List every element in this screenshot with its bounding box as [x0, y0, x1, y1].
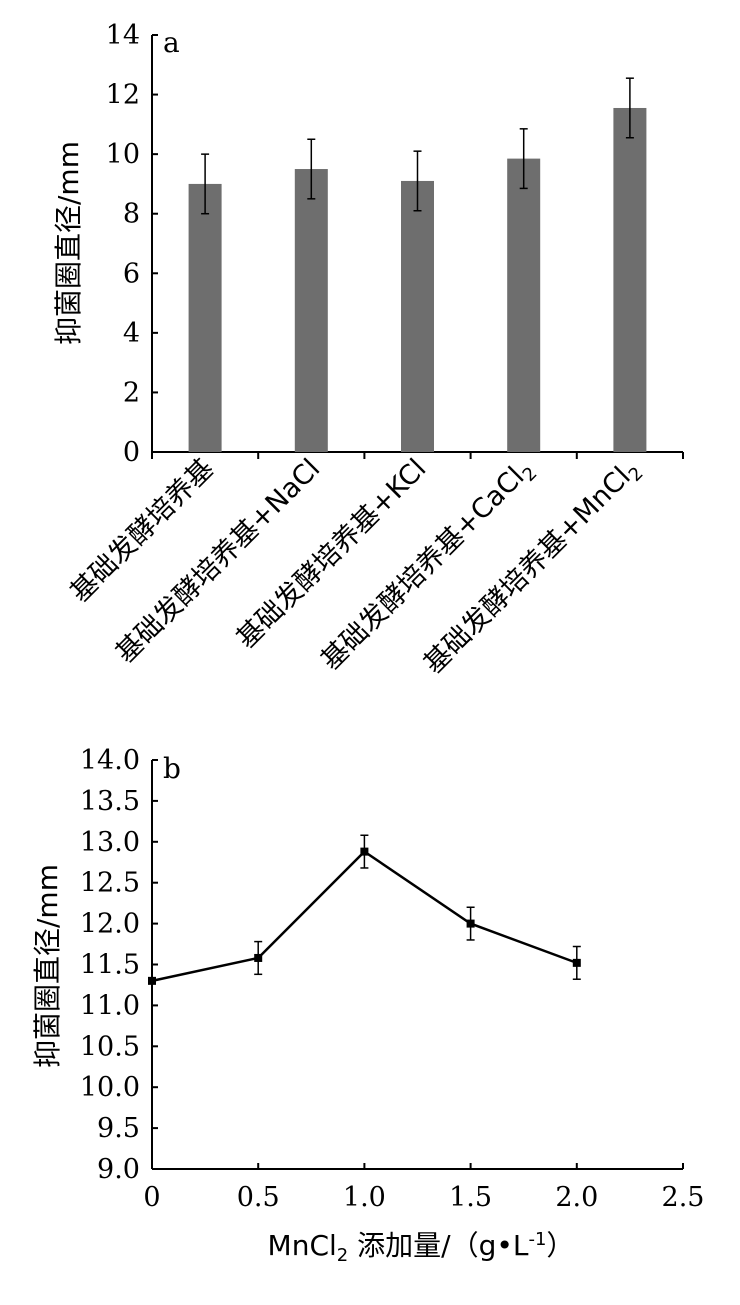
x-axis-title-b: MnCl2 添加量/（g•L-1）: [268, 1229, 575, 1266]
y-tick-label-b: 11.0: [80, 990, 140, 1021]
y-axis-title-a: 抑菌圈直径/mm: [52, 141, 85, 345]
y-tick-label-b: 9.0: [97, 1154, 140, 1185]
chart-b: b 抑菌圈直径/mm 9.0 9.5 10.0 10.5 11.0 11.5 12.0 12.…: [31, 745, 704, 1266]
y-tick-label-b: 13.5: [80, 786, 140, 817]
y-tick-label-b: 13.0: [80, 827, 140, 858]
y-tick-label-a: 14: [106, 20, 140, 51]
y-tick-label-a: 2: [123, 377, 140, 408]
panel-label-a: a: [163, 26, 180, 59]
y-tick-label-a: 10: [106, 139, 140, 170]
x-tick-label-b: 2.0: [555, 1182, 598, 1213]
x-tick-label-b: 1.0: [343, 1182, 386, 1213]
y-tick-label-a: 12: [106, 80, 140, 111]
y-tick-label-b: 14.0: [80, 745, 140, 776]
x-tick-label-b: 1.5: [449, 1182, 492, 1213]
series-line: [151, 850, 578, 983]
x-tick-label-b: 0: [143, 1182, 160, 1213]
data-point: [360, 847, 369, 856]
bar: [507, 158, 541, 452]
x-tick-label-b: 2.5: [662, 1182, 705, 1213]
data-point: [148, 976, 156, 985]
y-tick-label-b: 12.5: [80, 868, 140, 899]
y-tick-label-b: 10.0: [80, 1072, 140, 1103]
y-tick-label-a: 8: [123, 199, 140, 230]
y-tick-label-a: 4: [123, 318, 140, 349]
x-category-label: 基础发酵培养基+CaCl2: [315, 453, 541, 679]
data-point: [466, 919, 475, 928]
y-tick-label-a: 6: [123, 258, 140, 289]
data-point: [572, 958, 581, 967]
y-tick-label-b: 9.5: [97, 1113, 140, 1144]
y-tick-label-b: 11.5: [80, 950, 140, 981]
y-tick-label-b: 12.0: [80, 909, 140, 940]
bar: [613, 107, 647, 452]
bar: [401, 180, 434, 452]
panel-label-b: b: [163, 752, 181, 785]
bar: [294, 169, 328, 453]
y-tick-label-a: 0: [123, 437, 140, 468]
x-category-label: 基础发酵培养基+KCl: [231, 453, 433, 655]
x-tick-label-b: 0.5: [237, 1182, 280, 1213]
x-category-label: 基础发酵培养基+NaCl: [110, 453, 326, 669]
y-tick-label-b: 10.5: [80, 1031, 140, 1062]
y-axis-title-b: 抑菌圈直径/mm: [31, 864, 64, 1068]
x-category-label: 基础发酵培养基+MnCl2: [418, 453, 648, 683]
data-point: [254, 953, 263, 962]
bar: [188, 183, 222, 452]
